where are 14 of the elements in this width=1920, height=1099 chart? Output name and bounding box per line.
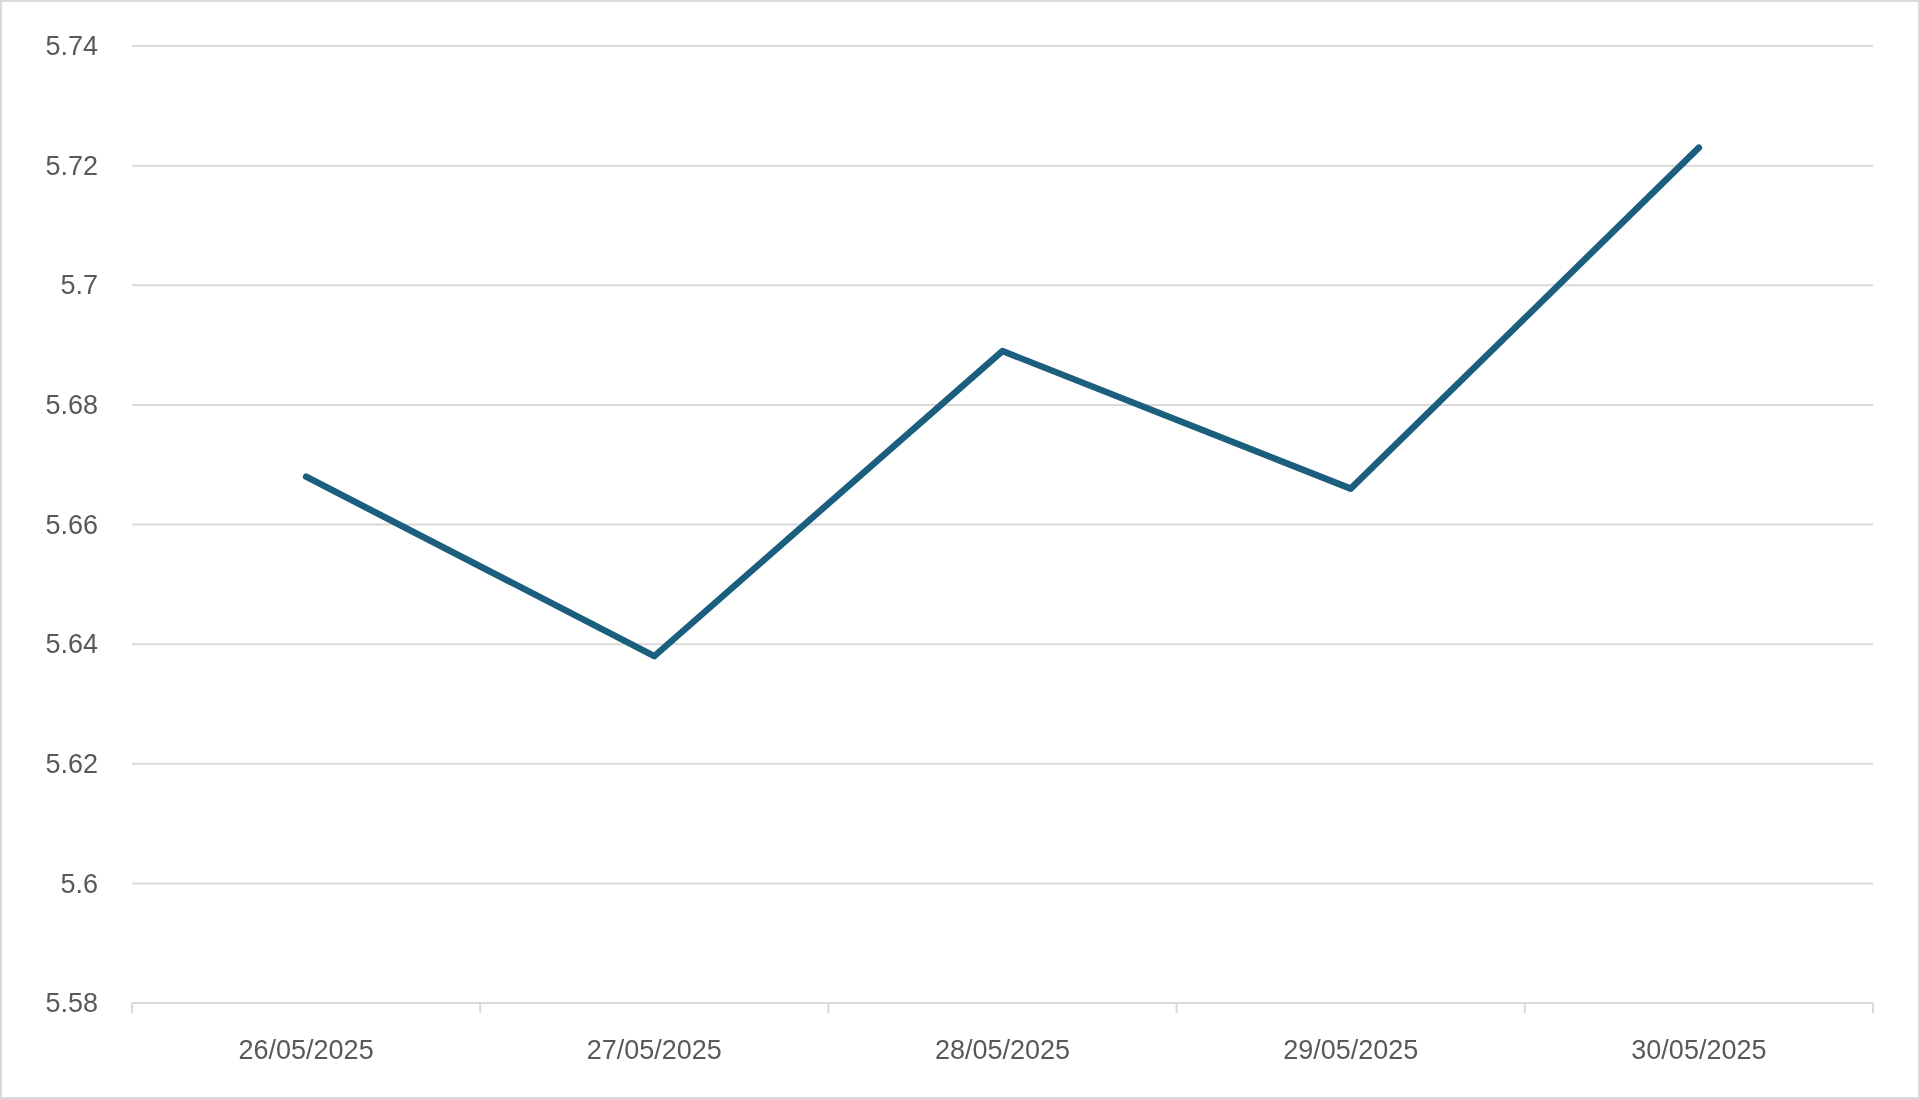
y-tick-label: 5.72 [45, 150, 98, 181]
y-tick-label: 5.58 [45, 988, 98, 1019]
x-tick-label: 26/05/2025 [238, 1035, 374, 1065]
x-tick-label: 30/05/2025 [1631, 1035, 1767, 1065]
y-tick-label: 5.62 [45, 748, 98, 779]
y-tick-label: 5.74 [45, 31, 98, 62]
x-tick-label: 27/05/2025 [586, 1035, 722, 1065]
x-tick-label: 28/05/2025 [934, 1035, 1071, 1065]
y-tick-label: 5.7 [60, 270, 98, 301]
y-tick-label: 5.68 [45, 390, 98, 421]
x-tick-label: 29/05/2025 [1283, 1035, 1419, 1065]
y-tick-label: 5.6 [60, 868, 98, 899]
y-tick-label: 5.66 [45, 509, 98, 540]
y-tick-label: 5.64 [45, 629, 98, 660]
